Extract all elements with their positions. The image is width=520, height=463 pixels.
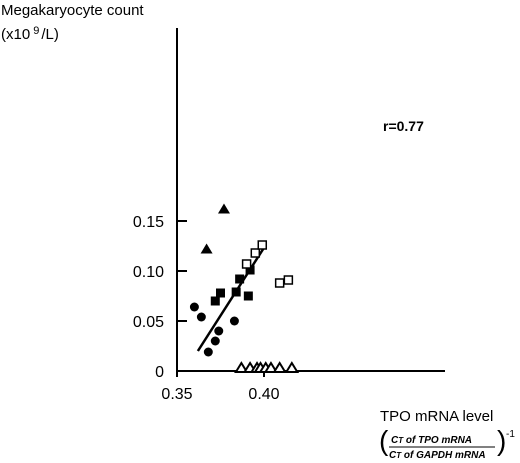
data-point-open-triangle: [272, 361, 287, 373]
data-point-filled-circle: [229, 316, 239, 326]
y-ticks: 0 0.05 0.10 0.15: [133, 214, 187, 381]
data-point-filled-square: [235, 274, 245, 284]
data-point-filled-circle: [196, 312, 206, 322]
x-axis-label: TPO mRNA level: [380, 408, 493, 425]
data-point-open-square: [274, 278, 285, 288]
formula-exponent: -1: [506, 429, 515, 440]
data-point-filled-square: [210, 296, 220, 306]
formula-denominator: CT of GAPDH mRNA: [389, 450, 486, 461]
y-tick-label: 0: [155, 364, 164, 381]
y-tick-label: 0.05: [133, 314, 164, 331]
data-point-filled-triangle: [217, 203, 230, 214]
x-tick-label: 0.35: [161, 386, 192, 403]
data-points: [189, 203, 300, 373]
y-tick-label: 0.15: [133, 214, 164, 231]
data-point-filled-circle: [203, 347, 213, 357]
data-point-filled-square: [231, 287, 241, 297]
regression-line: [196, 244, 267, 352]
y-axis-label-prefix: (x10: [1, 26, 30, 43]
x-ticks: 0.35 0.40: [161, 371, 280, 403]
data-point-open-square: [283, 275, 294, 285]
data-point-filled-circle: [210, 336, 220, 346]
correlation-annotation: r=0.77: [383, 118, 424, 134]
formula-open-paren: (: [379, 425, 389, 456]
y-axis-label-line2: (x10 9/L): [1, 25, 59, 43]
y-axis-label-suffix: /L): [41, 26, 59, 43]
data-point-open-square: [257, 240, 268, 250]
y-axis-label-line1: Megakaryocyte count: [1, 2, 144, 19]
data-point-open-triangle: [263, 361, 279, 373]
data-point-open-triangle: [284, 361, 300, 373]
data-point-open-square: [250, 248, 261, 258]
data-point-filled-square: [216, 288, 225, 298]
data-point-filled-circle: [189, 302, 199, 312]
y-tick-label: 0.10: [133, 264, 164, 281]
x-tick-label: 0.40: [248, 386, 279, 403]
data-point-filled-square: [245, 265, 255, 275]
data-point-filled-square: [243, 291, 253, 301]
data-point-open-triangle: [234, 361, 249, 373]
y-axis-label-exponent: 9: [33, 25, 39, 37]
formula-numerator: CT of TPO mRNA: [391, 435, 472, 446]
x-axis-formula: ( CT of TPO mRNA CT of GAPDH mRNA ) -1: [379, 425, 515, 461]
data-point-open-square: [241, 259, 252, 269]
formula-close-paren: ): [497, 425, 506, 456]
data-point-filled-triangle: [200, 243, 213, 254]
data-point-filled-circle: [214, 326, 224, 336]
